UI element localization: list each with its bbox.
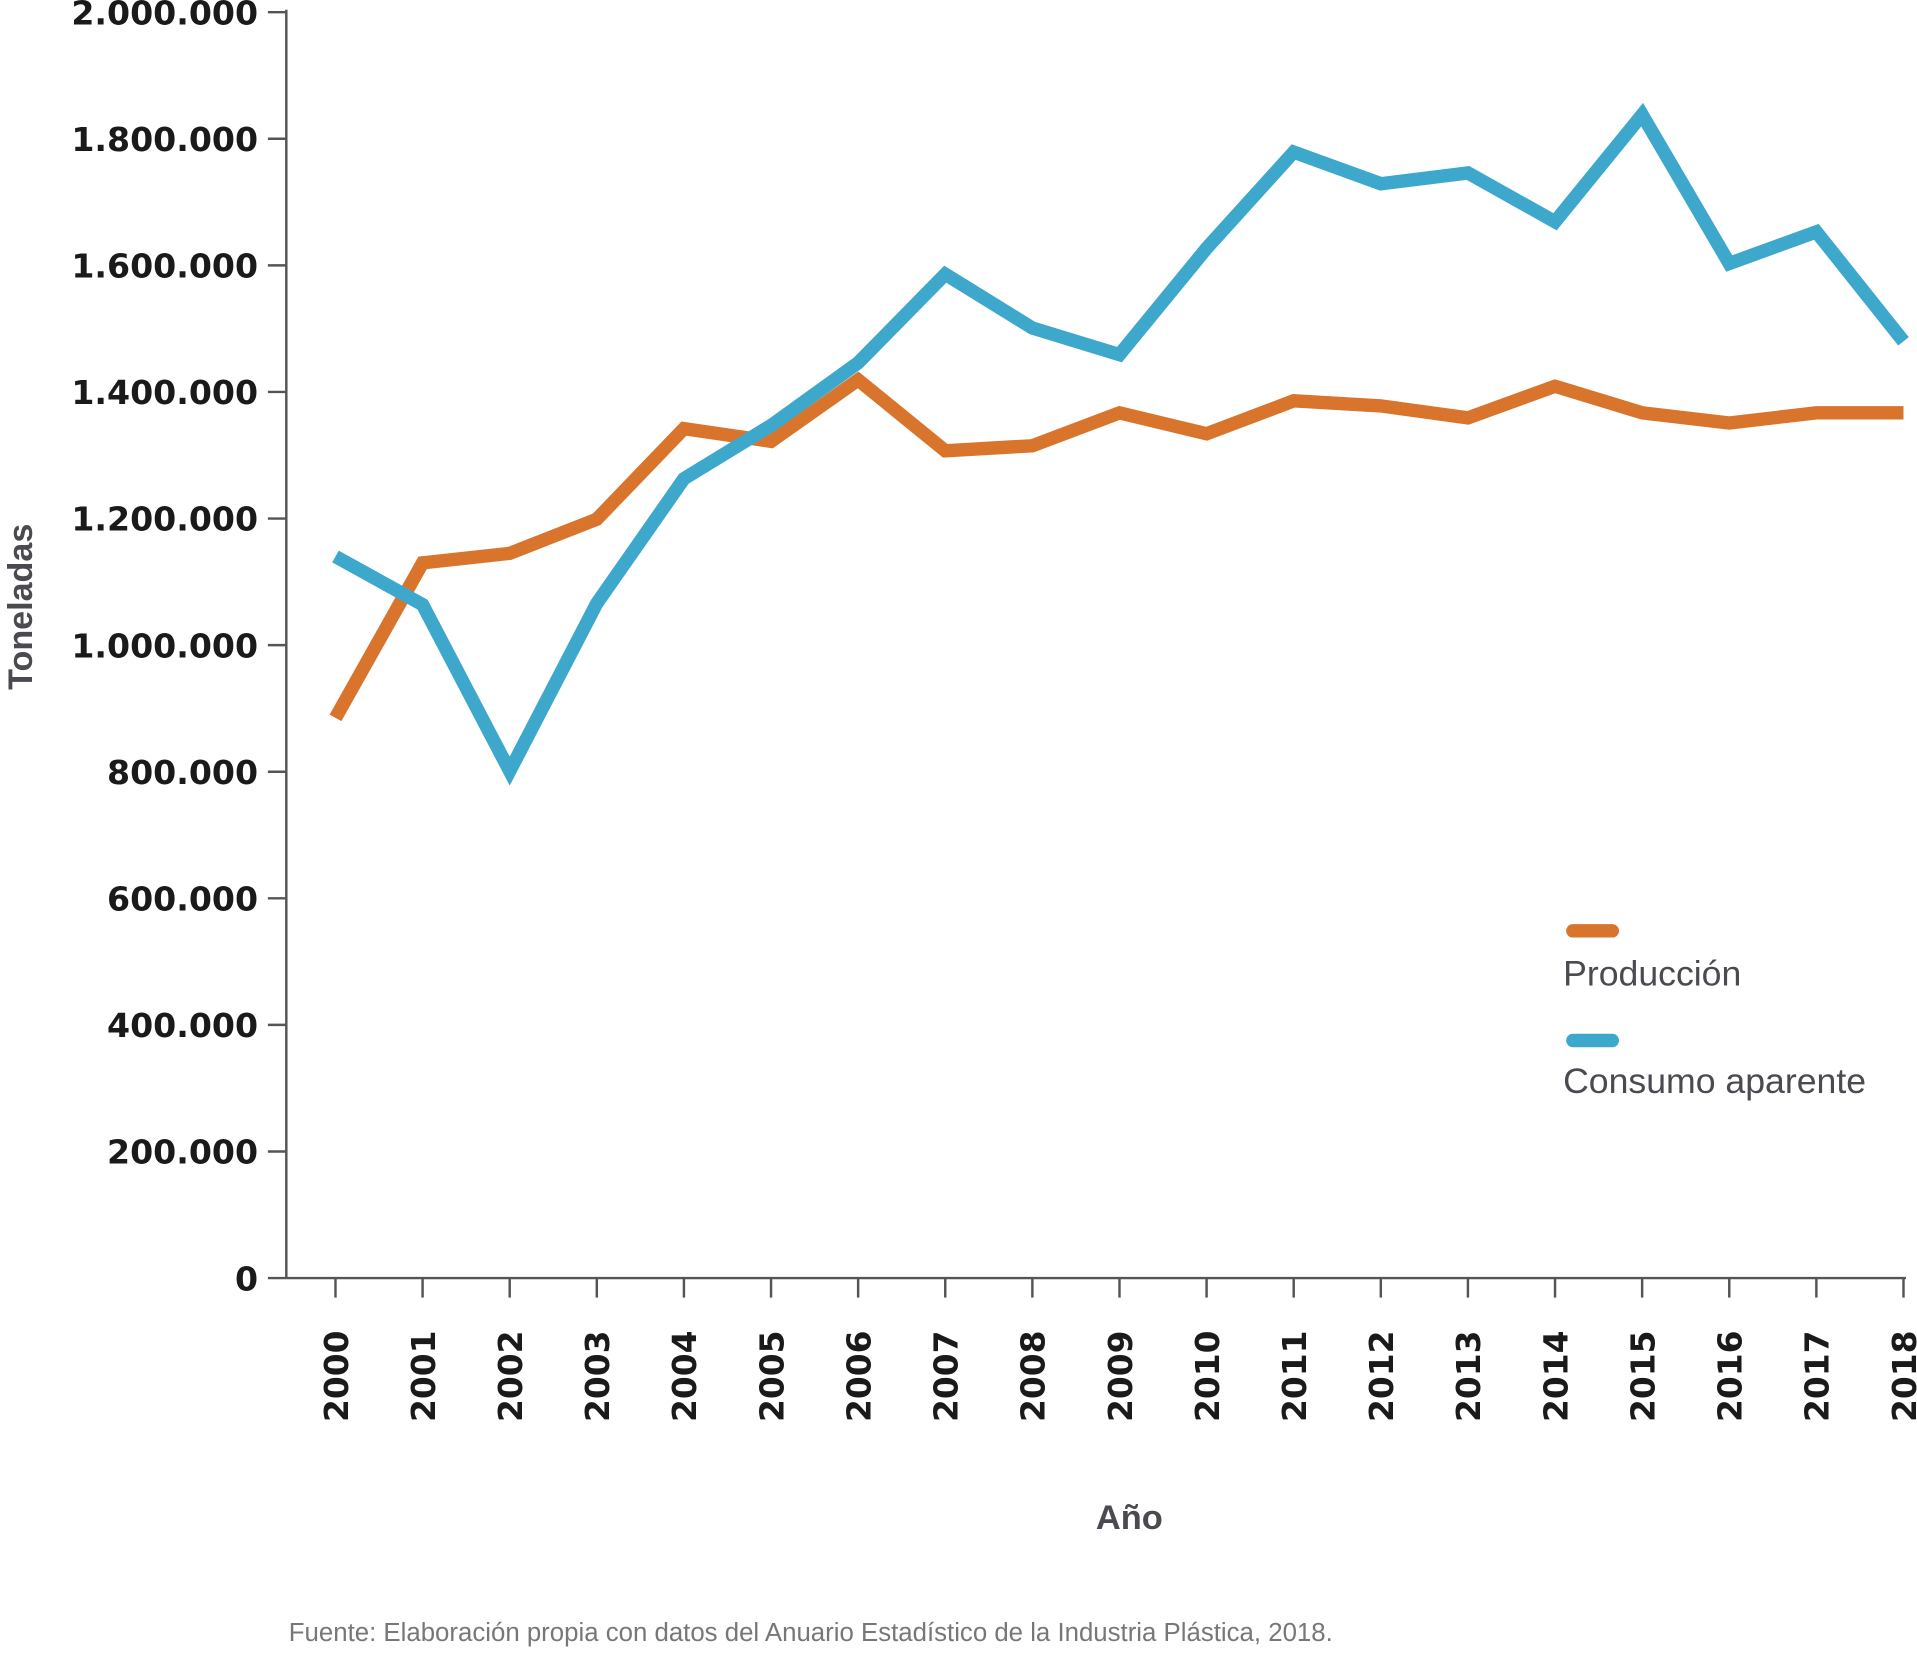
x-tick-label: 2012 — [1362, 1330, 1401, 1421]
x-tick-label: 2007 — [926, 1330, 965, 1421]
x-tick-label: 2011 — [1275, 1330, 1314, 1421]
y-tick-label: 1.600.000 — [71, 247, 258, 286]
y-tick-label: 2.000.000 — [71, 0, 258, 32]
y-tick-label: 400.000 — [107, 1006, 258, 1045]
x-tick-label: 2013 — [1449, 1330, 1488, 1421]
x-tick-label: 2001 — [404, 1330, 443, 1421]
x-tick-label: 2000 — [317, 1330, 356, 1421]
legend: Producción Consumo aparente — [1563, 924, 1866, 1101]
x-tick-label: 2016 — [1710, 1330, 1749, 1421]
y-tick-label: 1.200.000 — [71, 500, 258, 539]
y-tick-label: 1.000.000 — [71, 626, 258, 665]
x-tick-label: 2015 — [1623, 1330, 1662, 1421]
series-line-1 — [332, 102, 1909, 786]
y-axis-label: Toneladas — [2, 524, 40, 690]
x-tick-label: 2004 — [665, 1330, 704, 1421]
x-tick-label: 2003 — [578, 1330, 617, 1421]
x-tick-label: 2006 — [839, 1330, 878, 1421]
x-tick-label: 2002 — [491, 1330, 530, 1421]
x-tick-label: 2009 — [1101, 1330, 1140, 1421]
legend-label-produccion: Producción — [1563, 954, 1741, 994]
source-note: Fuente: Elaboración propia con datos del… — [289, 1619, 1333, 1647]
y-tick-label: 1.800.000 — [71, 120, 258, 159]
y-tick-label: 0 — [235, 1259, 258, 1298]
x-tick-label: 2017 — [1798, 1330, 1837, 1421]
x-axis-label: Año — [1096, 1499, 1163, 1537]
y-tick-label: 800.000 — [107, 753, 258, 792]
x-tick-label: 2008 — [1014, 1330, 1053, 1421]
legend-label-consumo: Consumo aparente — [1563, 1061, 1866, 1101]
y-tick-label: 600.000 — [107, 880, 258, 919]
x-tick-label: 2005 — [752, 1330, 791, 1421]
y-tick-label: 200.000 — [107, 1133, 258, 1172]
x-tick-label: 2014 — [1536, 1330, 1575, 1421]
x-tick-label: 2018 — [1885, 1330, 1917, 1421]
x-tick-label: 2010 — [1188, 1330, 1227, 1421]
y-tick-label: 1.400.000 — [71, 373, 258, 412]
